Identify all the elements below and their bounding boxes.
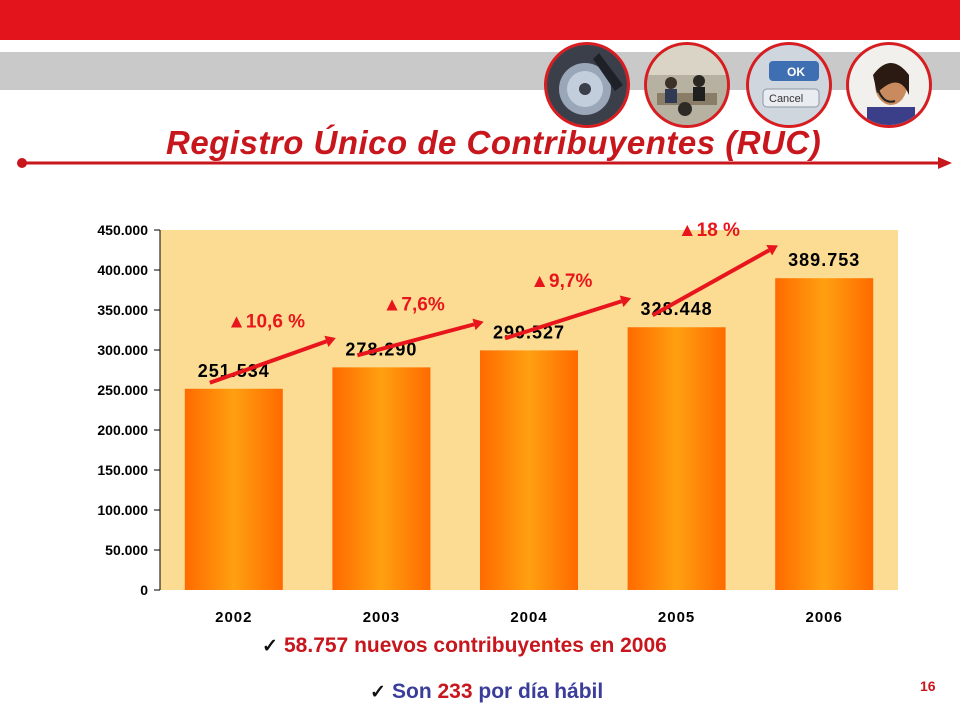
growth-label: ▲18 % [678, 220, 740, 241]
growth-label: ▲9,7% [530, 271, 592, 292]
y-tick-label: 200.000 [97, 422, 148, 438]
page-title: Registro Único de Contribuyentes (RUC) [166, 124, 822, 161]
bar [775, 278, 874, 590]
title-underline-arrow [17, 157, 952, 169]
bar-value-label: 389.753 [788, 250, 860, 270]
headset-operator-photo-icon [846, 42, 932, 128]
meeting-photo-icon [644, 42, 730, 128]
y-tick-label: 400.000 [97, 262, 148, 278]
x-tick-label: 2004 [510, 609, 547, 626]
svg-text:Cancel: Cancel [769, 93, 803, 105]
bullet-per-day-prefix: Son [392, 680, 438, 703]
y-tick-label: 250.000 [97, 382, 148, 398]
y-tick-label: 150.000 [97, 462, 148, 478]
bullet-per-day-number: 233 [437, 680, 473, 703]
y-tick-label: 100.000 [97, 502, 148, 518]
growth-arrow [356, 322, 475, 358]
ok-cancel-buttons-photo-icon: OK Cancel [746, 42, 832, 128]
y-tick-label: 300.000 [97, 342, 148, 358]
bar-value-label: 251.534 [198, 361, 270, 381]
growth-arrowhead [472, 318, 484, 331]
bullet-per-day-suffix: por día hábil [472, 680, 604, 703]
y-tick-label: 0 [140, 582, 148, 598]
bar-chart: 0 50.000 100.000 150.000 200.000 250.000 300.0… [97, 220, 898, 626]
x-tick-label: 2002 [215, 609, 252, 626]
y-tick-label: 450.000 [97, 222, 148, 238]
growth-label: ▲7,6% [383, 294, 445, 315]
growth-arrow [504, 299, 623, 341]
growth-arrowhead [619, 295, 632, 307]
y-tick-label: 350.000 [97, 302, 148, 318]
cd-disc-photo-icon [544, 42, 630, 128]
bar [480, 350, 578, 590]
page-number: 16 [920, 678, 936, 694]
check-icon: ✓ [262, 636, 278, 657]
check-icon: ✓ [370, 682, 386, 703]
growth-arrowhead [324, 335, 336, 348]
x-tick-label: 2003 [363, 609, 400, 626]
growth-arrowhead [766, 244, 778, 256]
x-tick-label: 2006 [806, 609, 843, 626]
svg-text:OK: OK [787, 65, 805, 79]
header-red-band [0, 0, 960, 40]
growth-arrow [651, 248, 771, 317]
x-tick-label: 2005 [658, 609, 695, 626]
bar [184, 388, 283, 590]
bullet-per-day: ✓ Son 233 por día hábil [370, 680, 603, 704]
bar [627, 327, 726, 590]
growth-arrow [209, 339, 328, 385]
bullet-new-taxpayers: ✓ 58.757 nuevos contribuyentes en 2006 [262, 634, 667, 658]
y-tick-label: 50.000 [105, 542, 148, 558]
bar [332, 367, 431, 590]
growth-label: ▲10,6 % [227, 311, 305, 332]
bullet-new-taxpayers-text: 58.757 nuevos contribuyentes en 2006 [284, 634, 667, 657]
